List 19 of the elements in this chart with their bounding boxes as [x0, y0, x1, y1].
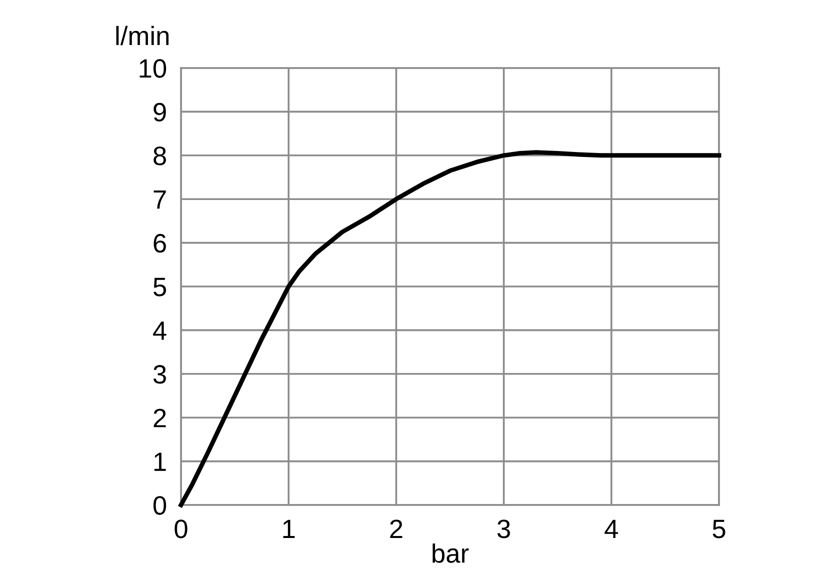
x-tick-label: 3	[497, 520, 510, 538]
x-tick-label: 0	[174, 520, 188, 538]
y-tick-label: 7	[154, 190, 166, 209]
y-tick-label: 8	[154, 146, 166, 166]
x-tick-label: 5	[712, 520, 726, 538]
x-axis-title: bar	[432, 543, 469, 563]
y-tick-label: 0	[153, 496, 166, 515]
y-tick-label: 5	[153, 278, 166, 296]
y-tick-label: 1	[154, 452, 166, 471]
y-tick-label: 4	[153, 322, 166, 340]
y-axis-title: l/min	[116, 26, 169, 46]
y-tick-label: 2	[154, 408, 166, 428]
x-tick-label: 4	[604, 520, 618, 538]
y-tick-label: 10	[140, 59, 166, 78]
y-tick-label: 3	[153, 365, 166, 384]
x-tick-label: 2	[390, 520, 402, 538]
y-tick-label: 6	[154, 234, 166, 253]
y-tick-label: 9	[154, 102, 166, 122]
x-tick-label: 1	[283, 520, 295, 538]
